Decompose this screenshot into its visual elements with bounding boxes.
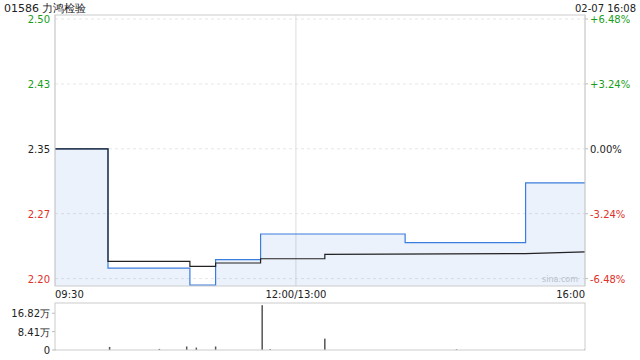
chart: 01586 力鸿检验02-07 16:082.502.432.352.272.2…: [0, 0, 640, 360]
volume-bar: [215, 347, 217, 350]
y-tick-label: 2.43: [28, 79, 50, 90]
x-tick-label: 12:00/13:00: [265, 289, 326, 300]
volume-tick-label: 0: [44, 345, 50, 356]
volume-area: [55, 305, 585, 350]
subtitle: 02-07 16:08: [575, 3, 636, 14]
volume-frame: [55, 303, 585, 350]
y2-tick-label: +6.48%: [590, 14, 630, 25]
volume-bar: [324, 339, 326, 350]
average-line: [55, 149, 585, 267]
volume-tick-label: 16.82万: [11, 308, 50, 319]
grid-line: [55, 83, 585, 84]
y-tick-label: 2.50: [28, 14, 50, 25]
y-tick-label: 2.20: [28, 274, 50, 285]
volume-tick-label: 8.41万: [18, 327, 50, 338]
y-tick-label: 2.27: [28, 209, 50, 220]
y-tick-label: 2.35: [28, 144, 50, 155]
volume-bar: [261, 305, 263, 350]
plot-area: [55, 149, 585, 286]
y2-tick-label: -3.24%: [590, 209, 625, 220]
grid-line: [55, 148, 585, 149]
x-tick-label: 09:30: [55, 289, 84, 300]
x-tick-label: 16:00: [556, 289, 585, 300]
price-line: [55, 149, 585, 285]
grid-line: [55, 213, 585, 214]
y2-tick-label: -6.48%: [590, 274, 625, 285]
grid-line: [55, 19, 585, 20]
y2-tick-label: 0.00%: [590, 144, 622, 155]
plot-frame: [55, 15, 585, 286]
volume-bar: [186, 347, 188, 350]
y2-tick-label: +3.24%: [590, 79, 630, 90]
price-area: [55, 149, 585, 286]
